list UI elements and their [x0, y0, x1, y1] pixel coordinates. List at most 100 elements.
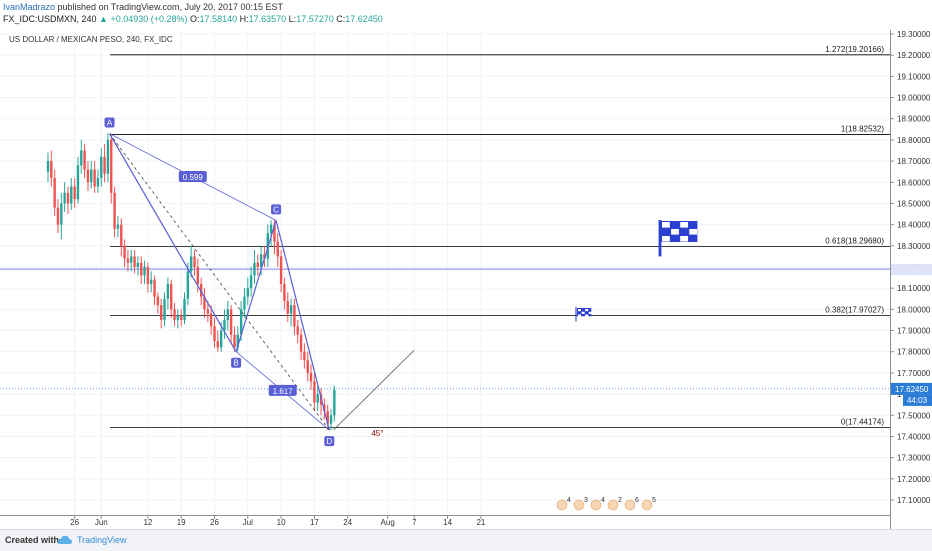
candle-body[interactable] [203, 296, 206, 310]
candle-body[interactable] [269, 224, 273, 234]
economic-event-icon[interactable] [607, 499, 619, 511]
candle-body[interactable] [249, 275, 253, 289]
candle-body[interactable] [90, 169, 93, 183]
tradingview-brand[interactable]: TradingView [77, 535, 127, 545]
candle-body[interactable] [299, 334, 303, 352]
candle-body[interactable] [199, 283, 203, 297]
candle-body[interactable] [213, 326, 216, 342]
candles[interactable] [46, 133, 336, 431]
candle-body[interactable] [236, 334, 239, 348]
candle-body[interactable] [259, 254, 263, 267]
candle-body[interactable] [96, 178, 100, 187]
candle-body[interactable] [106, 139, 110, 174]
candle-body[interactable] [70, 186, 73, 204]
pattern-point-badge[interactable] [231, 357, 242, 368]
candle-body[interactable] [53, 178, 56, 208]
candle-body[interactable] [143, 267, 146, 276]
candle-body[interactable] [223, 319, 226, 331]
candle-body[interactable] [173, 309, 176, 320]
pattern-leg-ab[interactable] [109, 133, 237, 353]
candle-body[interactable] [183, 298, 186, 320]
candle-body[interactable] [60, 203, 63, 225]
candle-body[interactable] [306, 360, 309, 373]
candle-body[interactable] [56, 207, 60, 225]
candle-body[interactable] [226, 309, 230, 320]
candle-body[interactable] [263, 254, 266, 259]
candle-body[interactable] [76, 165, 80, 200]
pattern-point-badge[interactable] [104, 117, 115, 128]
candle-body[interactable] [233, 334, 236, 348]
candle-body[interactable] [160, 305, 163, 320]
candle-body[interactable] [130, 256, 133, 263]
candle-body[interactable] [46, 161, 50, 172]
candle-body[interactable] [316, 394, 319, 403]
candle-body[interactable] [303, 351, 306, 361]
candle-body[interactable] [206, 309, 210, 314]
candle-body[interactable] [63, 192, 66, 204]
candle-body[interactable] [209, 313, 213, 327]
pattern-leg-cd[interactable] [275, 220, 330, 431]
pattern-point-badge[interactable] [271, 204, 282, 215]
candle-body[interactable] [123, 245, 126, 259]
candle-body[interactable] [189, 256, 193, 272]
candle-body[interactable] [279, 256, 283, 284]
candle-body[interactable] [86, 169, 90, 183]
candle-body[interactable] [156, 296, 160, 306]
candle-body[interactable] [150, 279, 153, 284]
candle-body[interactable] [133, 256, 136, 267]
candle-body[interactable] [276, 241, 279, 257]
candle-body[interactable] [73, 186, 76, 200]
candle-body[interactable] [333, 398, 336, 416]
candle-body[interactable] [246, 288, 249, 297]
candle-body[interactable] [110, 139, 113, 193]
candle-body[interactable] [243, 296, 246, 310]
pattern-leg-bc[interactable] [235, 220, 277, 352]
candle-body[interactable] [83, 150, 86, 170]
candle-body[interactable] [116, 224, 120, 229]
candle-body[interactable] [166, 283, 170, 299]
candle-body[interactable] [176, 315, 180, 320]
candle-body[interactable] [186, 271, 190, 299]
candle-body[interactable] [219, 330, 223, 348]
candle-body[interactable] [286, 300, 289, 314]
economic-event-icon[interactable] [624, 499, 636, 511]
candle-body[interactable] [50, 161, 53, 179]
candle-body[interactable] [146, 267, 150, 284]
candle-body[interactable] [273, 224, 276, 242]
candle-body[interactable] [66, 192, 70, 204]
candle-body[interactable] [313, 381, 316, 403]
candle-body[interactable] [253, 262, 256, 276]
candle-body[interactable] [309, 372, 313, 382]
candle-body[interactable] [329, 415, 333, 424]
candle-body[interactable] [103, 156, 106, 174]
candle-body[interactable] [93, 169, 96, 187]
candle-body[interactable] [289, 305, 293, 314]
candle-body[interactable] [180, 315, 183, 320]
economic-event-icon[interactable] [556, 499, 568, 511]
candle-body[interactable] [113, 192, 116, 229]
candle-body[interactable] [126, 258, 130, 263]
harmonic-pattern[interactable]: A B C D 0.599 1.617 [104, 117, 335, 447]
candle-body[interactable] [120, 224, 123, 246]
pattern-point-badge[interactable] [324, 436, 335, 447]
candle-body[interactable] [136, 262, 140, 267]
candle-body[interactable] [169, 283, 173, 310]
author-link[interactable]: IvanMadrazo [3, 2, 56, 12]
candle-body[interactable] [293, 305, 296, 327]
candle-body[interactable] [283, 283, 286, 301]
candle-body[interactable] [216, 341, 219, 348]
candle-body[interactable] [193, 256, 196, 267]
economic-event-icon[interactable] [590, 499, 602, 511]
candle-body[interactable] [196, 267, 200, 284]
economic-event-icon[interactable] [573, 499, 585, 511]
candle-body[interactable] [153, 279, 156, 297]
candle-body[interactable] [256, 262, 259, 267]
candle-body[interactable] [296, 326, 299, 335]
candle-body[interactable] [80, 150, 83, 166]
candle-body[interactable] [333, 389, 336, 399]
candle-body[interactable] [239, 309, 243, 335]
candle-body[interactable] [229, 309, 233, 335]
candle-body[interactable] [140, 262, 143, 276]
candle-body[interactable] [323, 404, 326, 412]
candle-body[interactable] [100, 156, 103, 179]
